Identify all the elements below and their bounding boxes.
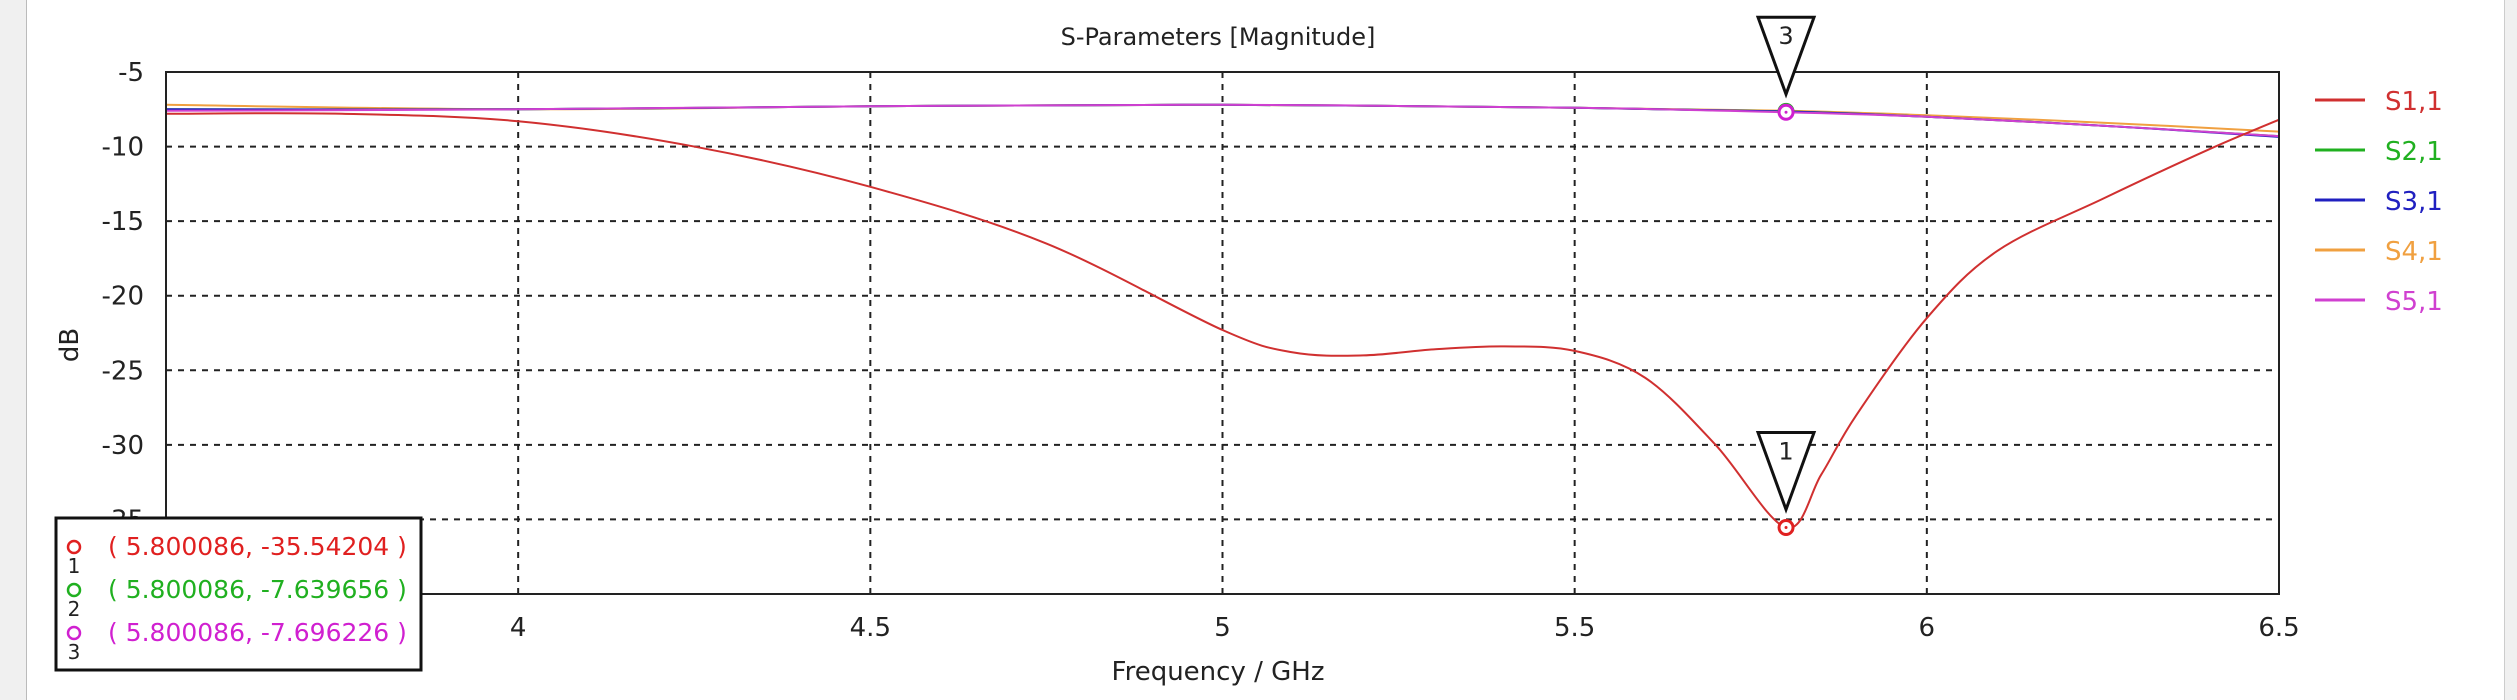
marker-readout-id: 2	[68, 597, 81, 621]
y-axis-label: dB	[55, 328, 85, 362]
marker-readout-icon	[66, 582, 82, 598]
marker-flag-3[interactable]	[1755, 15, 1817, 99]
right-scrollbar[interactable]	[2504, 0, 2517, 700]
series-line-S5-1	[165, 103, 2280, 138]
x-tick-label: 4	[510, 613, 527, 643]
marker-flag-label: 3	[1778, 22, 1793, 50]
plot-frame	[165, 71, 2280, 595]
x-tick-label: 5	[1214, 613, 1231, 643]
legend-entry: S5,1	[2385, 287, 2443, 317]
marker-readout-icon	[66, 539, 82, 555]
y-tick-label: -25	[102, 356, 144, 386]
x-tick-label: 6	[1919, 613, 1936, 643]
x-tick-label: 4.5	[850, 613, 891, 643]
y-tick-label: -30	[102, 431, 144, 461]
marker-flag-1[interactable]	[1755, 431, 1817, 514]
x-tick-label: 5.5	[1554, 613, 1595, 643]
left-panel-edge	[0, 0, 27, 700]
series-line-S1-1	[165, 112, 2280, 529]
y-tick-label: -10	[102, 133, 144, 163]
marker-readout-icon	[66, 625, 82, 641]
x-axis-label: Frequency / GHz	[1112, 657, 1325, 687]
marker-readout-value: ( 5.800086, -7.696226 )	[108, 618, 407, 647]
legend-entry: S2,1	[2385, 137, 2443, 167]
marker-dot	[1784, 526, 1788, 530]
y-tick-label: -15	[102, 207, 144, 237]
marker-readout-box	[54, 516, 423, 672]
marker-flag-label: 1	[1778, 438, 1793, 466]
y-tick-label: -5	[118, 58, 144, 88]
legend-entry: S4,1	[2385, 237, 2443, 267]
marker-readout-value: ( 5.800086, -35.54204 )	[108, 532, 407, 561]
marker-dot	[1784, 110, 1788, 114]
legend-entry: S1,1	[2385, 87, 2443, 117]
chart-title: S-Parameters [Magnitude]	[1061, 23, 1376, 51]
marker-readout-id: 1	[68, 554, 81, 578]
marker-readout-value: ( 5.800086, -7.639656 )	[108, 575, 407, 604]
y-tick-label: -20	[102, 282, 144, 312]
marker-readout-id: 3	[68, 640, 81, 664]
legend-entry: S3,1	[2385, 187, 2443, 217]
x-tick-label: 6.5	[2258, 613, 2299, 643]
